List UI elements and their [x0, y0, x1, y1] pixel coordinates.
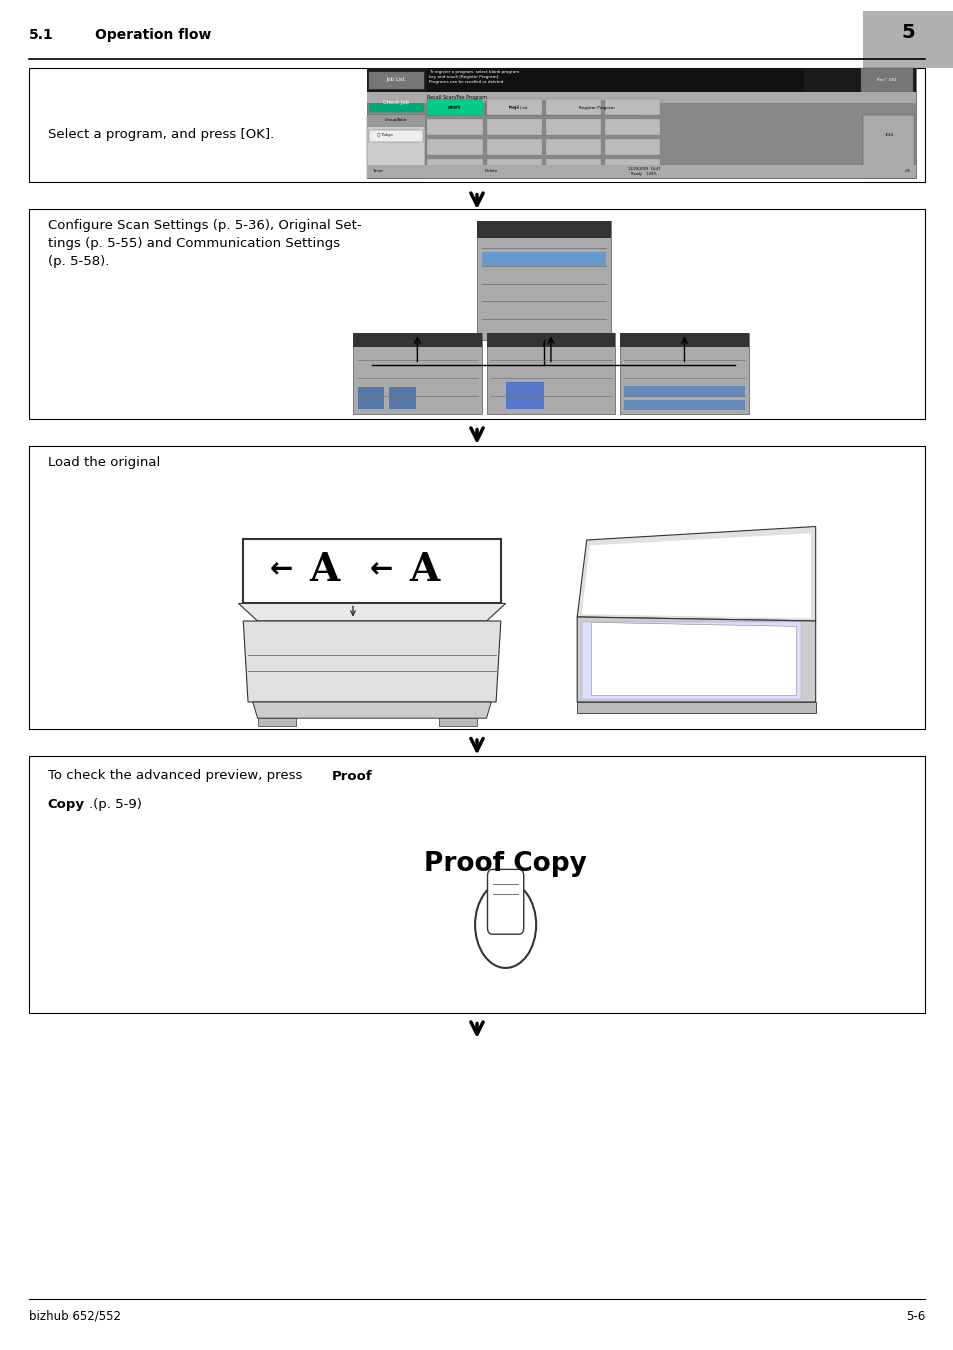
FancyBboxPatch shape	[604, 99, 659, 115]
Text: ←: ←	[270, 556, 293, 583]
Text: .(p. 5-9): .(p. 5-9)	[89, 798, 141, 811]
Text: Operation flow: Operation flow	[95, 28, 212, 42]
Text: Group/Addr: Group/Addr	[384, 119, 407, 122]
Text: Configure Scan Settings (p. 5-36), Original Set-
tings (p. 5-55) and Communicati: Configure Scan Settings (p. 5-36), Origi…	[48, 219, 361, 267]
Text: Proof Copy: Proof Copy	[424, 850, 586, 878]
Polygon shape	[591, 622, 796, 695]
Text: Delete: Delete	[484, 170, 497, 173]
FancyBboxPatch shape	[476, 221, 610, 238]
FancyBboxPatch shape	[481, 252, 605, 266]
Polygon shape	[577, 617, 815, 702]
FancyBboxPatch shape	[427, 159, 482, 176]
FancyBboxPatch shape	[353, 333, 481, 414]
FancyBboxPatch shape	[29, 68, 924, 182]
Text: bizhub 652/552: bizhub 652/552	[29, 1310, 120, 1323]
FancyBboxPatch shape	[486, 139, 541, 155]
FancyBboxPatch shape	[505, 382, 543, 409]
Text: OK: OK	[904, 170, 910, 173]
FancyBboxPatch shape	[29, 209, 924, 418]
Text: 1/34: 1/34	[883, 134, 893, 136]
Polygon shape	[577, 526, 815, 621]
FancyBboxPatch shape	[581, 622, 801, 699]
Text: A: A	[409, 551, 439, 589]
Text: 12/29/2009  16:47
Ready    100%: 12/29/2009 16:47 Ready 100%	[627, 167, 659, 176]
Text: Load the original: Load the original	[48, 456, 160, 470]
FancyBboxPatch shape	[29, 756, 924, 1012]
Text: Copy: Copy	[48, 798, 85, 811]
FancyBboxPatch shape	[427, 99, 482, 115]
Text: 5.1: 5.1	[29, 28, 53, 42]
FancyBboxPatch shape	[29, 446, 924, 729]
Text: Register Program: Register Program	[578, 107, 615, 109]
Polygon shape	[238, 603, 505, 621]
FancyBboxPatch shape	[860, 68, 912, 92]
FancyBboxPatch shape	[486, 159, 541, 176]
FancyBboxPatch shape	[427, 139, 482, 155]
FancyBboxPatch shape	[619, 333, 748, 414]
FancyBboxPatch shape	[476, 221, 610, 340]
Text: Rec*  001: Rec* 001	[877, 78, 896, 81]
Text: To register a program, select blank program
key and touch [Register Program].
Pr: To register a program, select blank prog…	[429, 70, 519, 84]
FancyBboxPatch shape	[427, 68, 803, 92]
FancyBboxPatch shape	[353, 333, 481, 347]
FancyBboxPatch shape	[623, 386, 744, 397]
FancyBboxPatch shape	[545, 159, 600, 176]
Text: 5: 5	[901, 23, 914, 42]
Text: test1: test1	[449, 105, 460, 108]
FancyBboxPatch shape	[545, 119, 600, 135]
Text: Toner: Toner	[372, 170, 383, 173]
Polygon shape	[581, 533, 810, 618]
FancyBboxPatch shape	[369, 95, 423, 112]
FancyBboxPatch shape	[427, 119, 482, 135]
FancyBboxPatch shape	[486, 119, 541, 135]
FancyBboxPatch shape	[367, 165, 915, 178]
FancyBboxPatch shape	[545, 139, 600, 155]
Polygon shape	[577, 702, 815, 713]
Text: 5-6: 5-6	[905, 1310, 924, 1323]
FancyBboxPatch shape	[367, 92, 915, 103]
FancyBboxPatch shape	[545, 99, 600, 115]
FancyBboxPatch shape	[862, 11, 953, 68]
FancyBboxPatch shape	[367, 68, 915, 92]
Text: To check the advanced preview, press: To check the advanced preview, press	[48, 769, 306, 783]
Text: PAGE1: PAGE1	[447, 107, 461, 109]
FancyBboxPatch shape	[623, 400, 744, 410]
FancyBboxPatch shape	[604, 119, 659, 135]
FancyBboxPatch shape	[357, 387, 384, 409]
FancyBboxPatch shape	[367, 68, 915, 178]
FancyBboxPatch shape	[486, 333, 615, 347]
FancyBboxPatch shape	[862, 115, 913, 178]
FancyBboxPatch shape	[554, 101, 639, 115]
Text: Proof: Proof	[332, 769, 373, 783]
Polygon shape	[253, 702, 491, 718]
FancyBboxPatch shape	[257, 718, 295, 726]
FancyBboxPatch shape	[486, 333, 615, 414]
FancyBboxPatch shape	[487, 869, 523, 934]
Text: Recall Scan/Fax Program: Recall Scan/Fax Program	[427, 95, 487, 100]
Text: Job List: Job List	[386, 77, 405, 82]
FancyBboxPatch shape	[438, 718, 476, 726]
FancyBboxPatch shape	[243, 539, 500, 603]
FancyBboxPatch shape	[369, 130, 422, 142]
Polygon shape	[243, 621, 500, 702]
FancyBboxPatch shape	[367, 115, 424, 127]
Text: Select a program, and press [OK].: Select a program, and press [OK].	[48, 128, 274, 142]
FancyBboxPatch shape	[486, 99, 541, 115]
Text: ○ Tokyo: ○ Tokyo	[376, 134, 393, 136]
FancyBboxPatch shape	[367, 115, 424, 178]
FancyBboxPatch shape	[389, 387, 416, 409]
FancyBboxPatch shape	[604, 159, 659, 176]
FancyBboxPatch shape	[484, 101, 551, 115]
FancyBboxPatch shape	[369, 72, 423, 89]
Text: A: A	[309, 551, 339, 589]
Text: Page List: Page List	[508, 107, 527, 109]
FancyBboxPatch shape	[427, 101, 481, 115]
FancyBboxPatch shape	[619, 333, 748, 347]
FancyBboxPatch shape	[604, 139, 659, 155]
Text: Check Job: Check Job	[382, 100, 409, 105]
Text: ←: ←	[370, 556, 393, 583]
Text: test2: test2	[508, 105, 519, 108]
